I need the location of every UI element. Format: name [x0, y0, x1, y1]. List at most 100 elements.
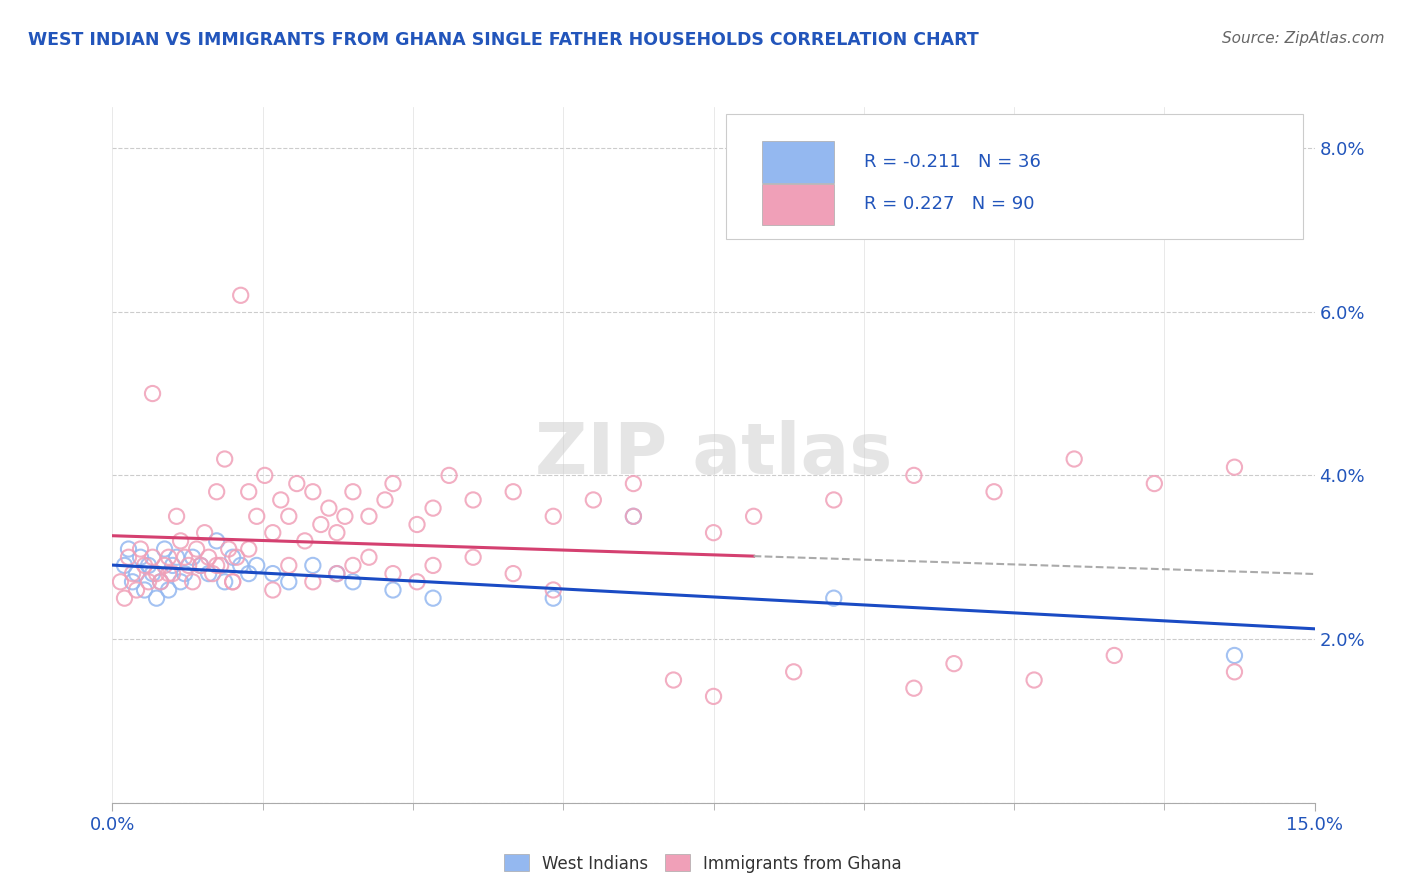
Point [141, 386, 163, 401]
Point [125, 566, 148, 581]
Point [1143, 476, 1166, 491]
Point [543, 591, 565, 606]
Point [422, 501, 444, 516]
Point [205, 484, 228, 499]
Point [138, 558, 160, 573]
Point [543, 582, 565, 597]
Text: ZIP atlas: ZIP atlas [534, 420, 893, 490]
Point [166, 550, 188, 565]
Point [406, 574, 429, 589]
Point [125, 582, 148, 597]
Point [285, 476, 308, 491]
Point [141, 550, 163, 565]
Point [181, 550, 204, 565]
Point [129, 542, 152, 557]
Point [129, 550, 152, 565]
Point [169, 533, 191, 548]
Point [197, 566, 219, 581]
Point [406, 517, 429, 532]
Point [238, 542, 260, 557]
Point [197, 550, 219, 565]
Point [157, 582, 180, 597]
Point [437, 468, 460, 483]
Point [342, 484, 364, 499]
Point [157, 566, 180, 581]
Text: WEST INDIAN VS IMMIGRANTS FROM GHANA SINGLE FATHER HOUSEHOLDS CORRELATION CHART: WEST INDIAN VS IMMIGRANTS FROM GHANA SIN… [28, 31, 979, 49]
Point [134, 582, 156, 597]
Point [190, 558, 212, 573]
Point [502, 484, 524, 499]
Point [742, 509, 765, 524]
Point [262, 525, 284, 540]
Point [173, 566, 195, 581]
Point [461, 492, 484, 507]
Point [301, 484, 323, 499]
Point [621, 476, 644, 491]
Point [246, 509, 269, 524]
Point [114, 591, 136, 606]
Point [543, 509, 565, 524]
Point [301, 558, 323, 573]
Point [225, 550, 247, 565]
Point [190, 558, 212, 573]
Point [270, 492, 292, 507]
Text: R = -0.211   N = 36: R = -0.211 N = 36 [863, 153, 1040, 171]
Point [117, 542, 139, 557]
Point [662, 673, 685, 687]
Point [1223, 460, 1246, 475]
Point [277, 574, 299, 589]
Point [117, 550, 139, 565]
Point [823, 591, 845, 606]
Point [246, 558, 269, 573]
Point [214, 452, 236, 467]
Point [214, 574, 236, 589]
Point [1102, 648, 1125, 663]
Point [149, 574, 172, 589]
Point [903, 681, 925, 696]
Point [141, 566, 163, 581]
Point [1022, 673, 1045, 687]
Point [702, 690, 725, 704]
Point [262, 582, 284, 597]
Point [229, 558, 252, 573]
Point [1223, 665, 1246, 679]
Point [162, 566, 184, 581]
Point [173, 550, 195, 565]
Point [229, 288, 252, 302]
Legend: West Indians, Immigrants from Ghana: West Indians, Immigrants from Ghana [498, 847, 908, 880]
FancyBboxPatch shape [762, 141, 834, 183]
Point [166, 509, 188, 524]
Point [149, 574, 172, 589]
Point [381, 582, 405, 597]
Point [294, 533, 316, 548]
Point [262, 566, 284, 581]
Point [238, 566, 260, 581]
Point [138, 574, 160, 589]
Point [326, 566, 349, 581]
Point [357, 509, 380, 524]
Point [181, 574, 204, 589]
Point [942, 657, 965, 671]
Point [326, 525, 349, 540]
Point [357, 550, 380, 565]
Point [621, 509, 644, 524]
Point [903, 468, 925, 483]
Point [1063, 452, 1085, 467]
FancyBboxPatch shape [762, 184, 834, 226]
Point [301, 574, 323, 589]
Point [205, 533, 228, 548]
Point [134, 558, 156, 573]
Point [502, 566, 524, 581]
Point [381, 476, 405, 491]
Point [201, 566, 224, 581]
Point [121, 566, 143, 581]
Point [823, 492, 845, 507]
Point [374, 492, 396, 507]
Point [582, 492, 605, 507]
Point [309, 517, 332, 532]
Point [253, 468, 276, 483]
Point [621, 509, 644, 524]
Point [153, 558, 176, 573]
Point [121, 574, 143, 589]
Point [205, 558, 228, 573]
